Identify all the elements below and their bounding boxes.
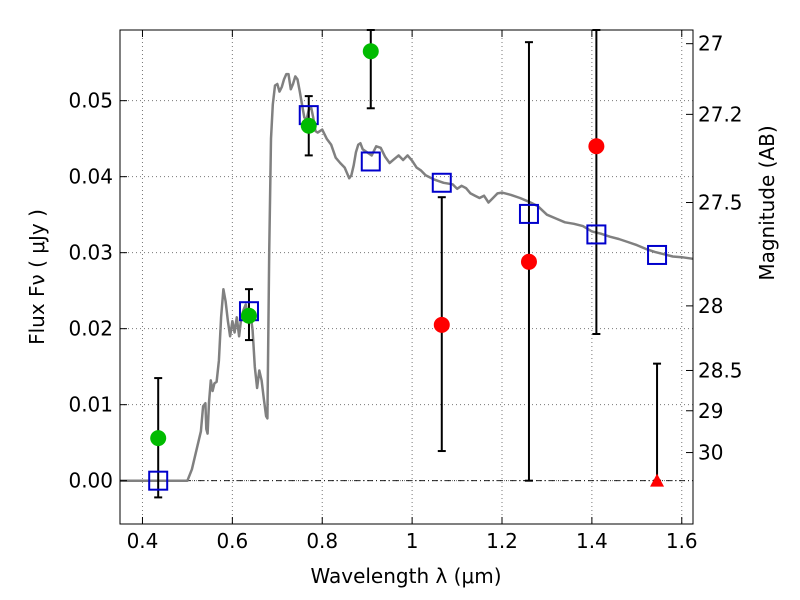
nondetection-point: [433, 316, 450, 333]
y-axis-label-right: Magnitude (AB): [755, 125, 779, 280]
nondetection-point: [520, 253, 537, 270]
model-photometry-point: [431, 172, 452, 193]
magnitude-tick-label: 27.2: [698, 102, 743, 126]
data-points: [148, 29, 668, 499]
detection-point: [150, 430, 167, 447]
y-tick-label: 0.03: [68, 241, 113, 265]
upper-limit-point: [650, 473, 665, 487]
magnitude-tick-label: 29: [698, 399, 723, 423]
model-photometry-point: [360, 151, 381, 172]
detection-point: [300, 117, 317, 134]
magnitude-tick-label: 28: [698, 294, 723, 318]
plot-frame: [119, 29, 694, 525]
model-photometry-point: [586, 224, 607, 245]
y-tick-label: 0.00: [68, 469, 113, 493]
y-tick-label: 0.01: [68, 393, 113, 417]
x-tick-label: 0.4: [127, 529, 159, 553]
detection-point: [240, 307, 257, 324]
magnitude-tick-label: 28.5: [698, 358, 743, 382]
x-tick-label: 0.6: [216, 529, 248, 553]
model-sed: [120, 72, 694, 482]
y-tick-label: 0.04: [68, 165, 113, 189]
detection-point: [362, 43, 379, 60]
x-tick-label: 1.2: [486, 529, 518, 553]
axis-ticks: 0.4 0.6 0.8 1 1.2 1.4 1.6 0.00 0.01 0.02 0.03 0.04 0…: [68, 30, 743, 553]
nondetection-point: [588, 138, 605, 155]
y-tick-label: 0.02: [68, 317, 113, 341]
magnitude-tick-label: 30: [698, 441, 723, 465]
y-tick-label: 0.05: [68, 89, 113, 113]
x-tick-label: 1.4: [576, 529, 608, 553]
y-axis-label: Flux Fν ( μJy ): [25, 209, 49, 345]
grid: [120, 30, 693, 524]
model-sed-line: [120, 72, 694, 482]
x-tick-label: 1.6: [666, 529, 698, 553]
model-photometry-point: [148, 470, 169, 491]
x-tick-label: 0.8: [306, 529, 338, 553]
magnitude-tick-label: 27.5: [698, 191, 743, 215]
model-photometry-point: [647, 244, 668, 265]
x-axis-label: Wavelength λ (μm): [310, 564, 501, 588]
model-photometry-point: [518, 203, 539, 224]
x-tick-label: 1: [406, 529, 419, 553]
magnitude-tick-label: 27: [698, 32, 723, 56]
